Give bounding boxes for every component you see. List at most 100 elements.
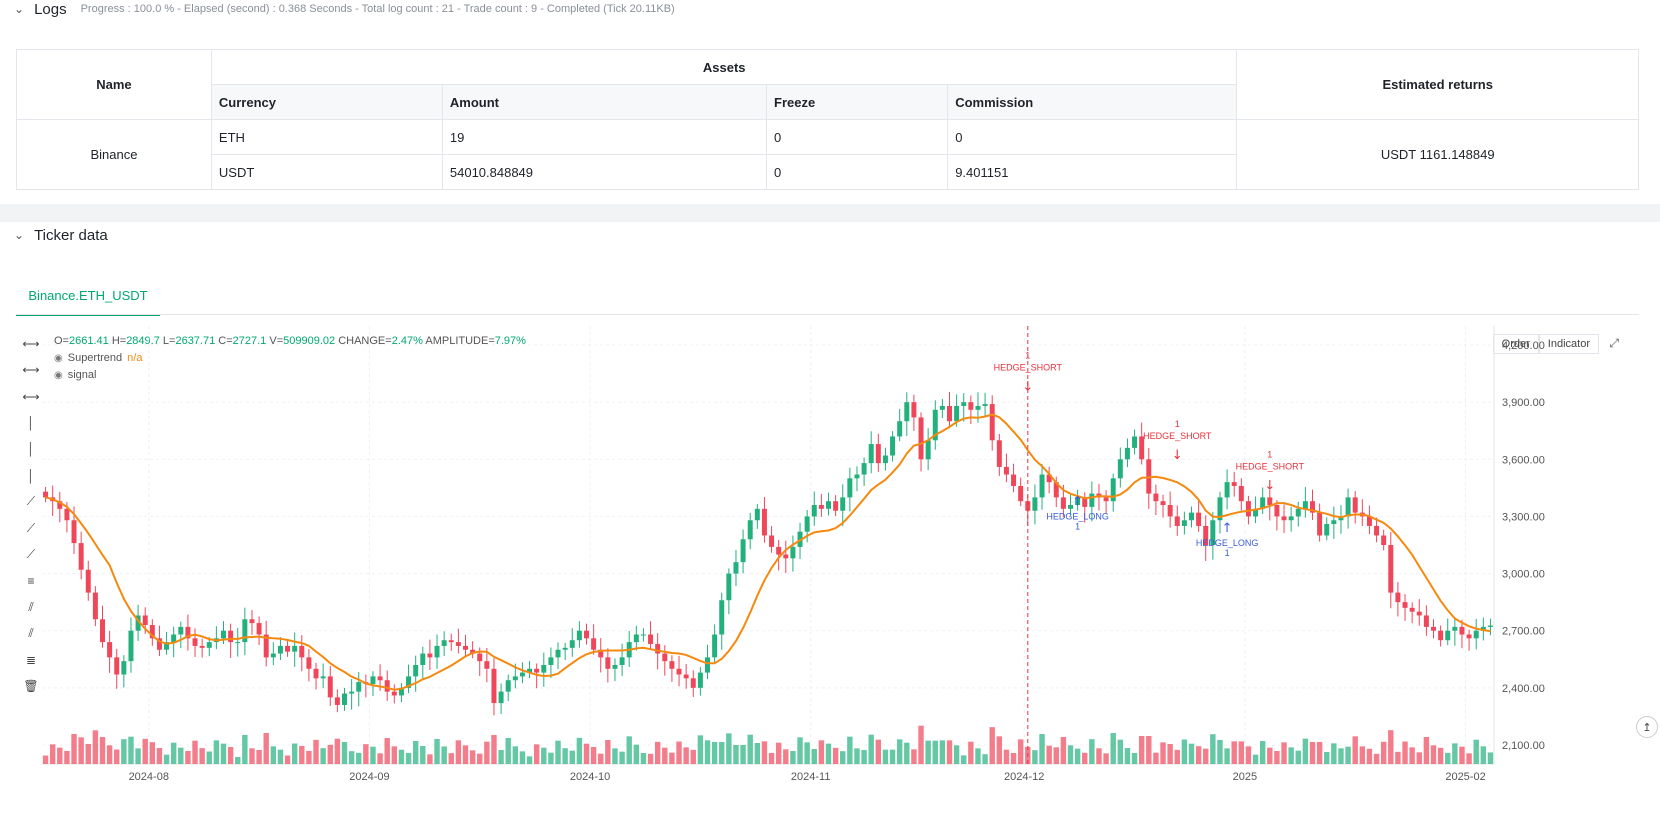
trend-line-icon[interactable]: ⟋ [26, 494, 36, 509]
candle [441, 640, 447, 646]
chart-area[interactable]: ⟷ ⟷ ⟷ │ │ │ ⟋ ⟋ ⟋ ≡ ⫽ ⫽ ≣ 🗑 O=2661.41 H=2849.7 L=2637… [16, 326, 1639, 816]
ray-line-icon[interactable]: ⟋ [26, 520, 36, 535]
fib-icon[interactable]: ⫽ [28, 625, 34, 640]
signal-label: signal [67, 369, 97, 381]
parallel-channel-icon[interactable]: ⫽ [28, 599, 34, 614]
candle [968, 402, 974, 410]
x-tick-label: 2025-02 [1445, 771, 1485, 783]
volume-bar [847, 736, 853, 764]
candle [92, 592, 98, 620]
price-range-icon[interactable]: ≡ [27, 573, 35, 588]
horizontal-line-icon[interactable]: ⟷ [22, 337, 40, 351]
legend-signal[interactable]: ◉ signal [54, 369, 96, 381]
candle [206, 642, 212, 648]
back-to-top-icon[interactable]: ↥ [1636, 716, 1658, 738]
candle [833, 501, 839, 511]
candle [1110, 478, 1116, 502]
volume-bar [1267, 747, 1273, 764]
indicator-button[interactable]: Indicator [1538, 334, 1599, 354]
volume-bar [811, 749, 817, 764]
candle [1139, 436, 1145, 460]
volume-bar [1338, 748, 1344, 764]
volume-bar [505, 738, 511, 764]
o-label: O= [54, 335, 69, 347]
volume-bar [1167, 744, 1173, 764]
chart-buttons: Order Indicator [1492, 334, 1599, 354]
candle [1132, 436, 1138, 448]
volume-bar [227, 747, 234, 764]
candle [797, 531, 803, 547]
candle [1231, 482, 1237, 486]
volume-bar [1224, 748, 1230, 764]
volume-bar [1480, 746, 1487, 764]
candle [498, 691, 504, 704]
volume-bar [1423, 737, 1430, 764]
legend-supertrend[interactable]: ◉ Supertrend n/a [54, 352, 142, 364]
volume-bar [526, 756, 533, 764]
candle [761, 508, 767, 536]
volume-bar [277, 749, 284, 764]
logs-header[interactable]: ⌄ Logs Progress : 100.0 % - Elapsed (sec… [14, 0, 675, 18]
eye-icon[interactable]: ◉ [54, 369, 63, 381]
volume-bar [1181, 739, 1188, 764]
signal-label: HEDGE_LONG [1046, 512, 1109, 522]
candle [954, 405, 960, 422]
candle [1124, 447, 1130, 460]
candle [1431, 626, 1436, 631]
measure-icon[interactable]: ≣ [25, 652, 37, 667]
volume-bar [1388, 730, 1394, 764]
horizontal-segment-icon[interactable]: ⟷ [22, 389, 40, 404]
ticker-header[interactable]: ⌄ Ticker data [14, 226, 108, 244]
volume-bar [875, 739, 882, 764]
horizontal-ray-icon[interactable]: ⟷ [22, 363, 40, 378]
volume-bar [149, 742, 156, 764]
signal-count: 1 [1025, 350, 1030, 360]
candle [548, 657, 554, 665]
volume-bar [861, 750, 867, 764]
logs-title: Logs [34, 0, 67, 18]
candle [1167, 505, 1173, 517]
amplitude-value: 7.97% [494, 335, 526, 347]
signal-count: 1 [1075, 522, 1080, 532]
candle [384, 680, 390, 692]
candle [50, 497, 56, 502]
volume-bar [1395, 751, 1401, 764]
candle [263, 634, 269, 658]
tab-binance-eth-usdt[interactable]: Binance.ETH_USDT [16, 276, 160, 316]
volume-bar [178, 747, 184, 764]
volume-bar [1210, 734, 1216, 764]
vertical-segment-icon[interactable]: │ [27, 468, 35, 483]
volume-bar [199, 748, 205, 764]
eye-icon[interactable]: ◉ [54, 352, 63, 364]
vertical-line-icon[interactable]: │ [27, 415, 35, 430]
candle [1402, 602, 1408, 608]
trash-icon[interactable]: 🗑 [23, 678, 39, 693]
order-button[interactable]: Order [1492, 334, 1539, 354]
logs-status: Progress : 100.0 % - Elapsed (second) : … [80, 3, 675, 15]
signal-count: 1 [1175, 419, 1180, 429]
candle [1117, 459, 1123, 479]
vertical-ray-icon[interactable]: │ [27, 442, 35, 457]
chevron-down-icon[interactable]: ⌄ [14, 228, 25, 242]
candle [299, 645, 305, 658]
fullscreen-icon[interactable]: ⤢ [1609, 336, 1619, 350]
candle [640, 634, 646, 636]
price-chart[interactable]: 4,200.003,900.003,600.003,300.003,000.00… [16, 326, 1639, 816]
candle [135, 615, 141, 631]
candle [463, 645, 468, 650]
table-row: USDT 54010.848849 0 9.401151 [17, 154, 1639, 190]
volume-bar [868, 734, 874, 764]
candle [804, 516, 810, 532]
segment-icon[interactable]: ⟋ [26, 546, 36, 561]
candle [1388, 545, 1394, 593]
candle [1366, 516, 1372, 526]
candle [64, 508, 70, 521]
candle [356, 682, 362, 692]
chevron-down-icon[interactable]: ⌄ [14, 2, 25, 16]
volume-bar [1366, 748, 1373, 764]
candle [1324, 524, 1330, 536]
candle [982, 404, 988, 406]
candle [569, 640, 575, 648]
candle [1224, 482, 1230, 498]
col-commission: Commission [947, 84, 1238, 120]
